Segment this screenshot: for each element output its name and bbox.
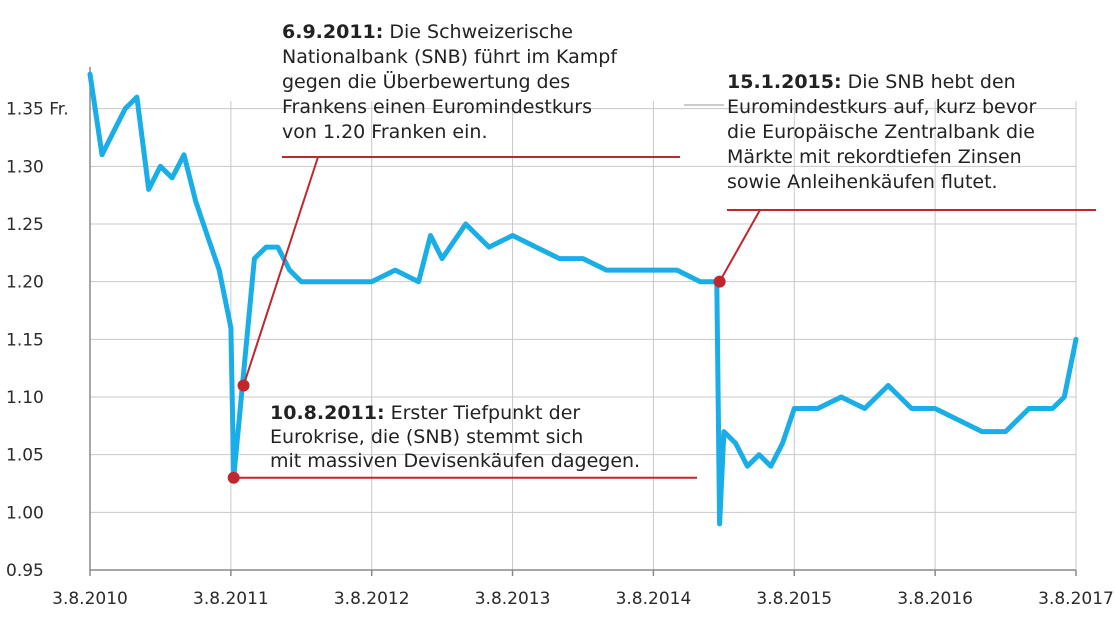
y-tick-label: 1.00	[6, 503, 44, 523]
x-tick-label: 3.8.2017	[1038, 589, 1114, 609]
y-tick-label: 1.15	[6, 330, 44, 350]
y-axis: 1.35 Fr. 1.30 1.25 1.20 1.15 1.10 1.05 1.00 0.95	[6, 100, 69, 581]
annotation-leader	[718, 209, 761, 283]
x-tick-label: 3.8.2010	[52, 589, 128, 609]
annotation-text: von 1.20 Franken ein.	[282, 121, 487, 143]
annotation-date: 6.9.2011:	[282, 21, 383, 43]
annotation-text: Frankens einen Euromindestkurs	[282, 96, 592, 118]
annotation-text: Die SNB hebt den	[842, 71, 1016, 93]
annotation-text: Erster Tiefpunkt der	[385, 402, 581, 424]
annotation-text: Nationalbank (SNB) führt im Kampf	[282, 46, 618, 68]
annotation-text: Die Schweizerische	[383, 21, 573, 43]
annotation-text: die Europäische Zentralbank die	[727, 121, 1035, 143]
annotation-text: Märkte mit rekordtiefen Zinsen	[727, 146, 1022, 168]
x-tick-label: 3.8.2012	[334, 589, 410, 609]
y-tick-label: 1.10	[6, 388, 44, 408]
x-tick-label: 3.8.2016	[897, 589, 973, 609]
annotation-text: Eurokrise, die (SNB) stemmt sich	[270, 426, 583, 448]
annotation-snb-abandon-rate: 15.1.2015: Die SNB hebt den Euromindestk…	[727, 71, 1042, 193]
annotation-text: Euromindestkurs auf, kurz bevor	[727, 96, 1037, 118]
x-tick-label: 3.8.2013	[475, 589, 551, 609]
x-tick-label: 3.8.2011	[193, 589, 269, 609]
y-tick-label: 1.05	[6, 446, 44, 466]
annotation-text: mit massiven Devisenkäufen dagegen.	[270, 450, 640, 472]
annotation-snb-minimum-rate: 6.9.2011: Die Schweizerische Nationalban…	[282, 21, 623, 143]
annotation-text: gegen die Überbewertung des	[282, 70, 570, 93]
y-tick-label: 1.35 Fr.	[6, 100, 69, 120]
x-axis: 3.8.2010 3.8.2011 3.8.2012 3.8.2013 3.8.2014…	[52, 570, 1114, 609]
annotation-date: 15.1.2015:	[727, 71, 842, 93]
y-tick-label: 1.30	[6, 157, 44, 177]
event-marker	[713, 275, 726, 288]
y-tick-label: 0.95	[6, 561, 44, 581]
annotation-text: sowie Anleihenkäufen flutet.	[727, 171, 998, 193]
annotation-date: 10.8.2011:	[270, 402, 385, 424]
y-tick-label: 1.20	[6, 273, 44, 293]
annotation-leader	[242, 156, 319, 386]
exchange-rate-line	[87, 71, 1079, 527]
event-marker	[227, 471, 240, 484]
annotation-connectors	[233, 104, 1096, 479]
annotation-euro-crisis-low: 10.8.2011: Erster Tiefpunkt der Eurokris…	[270, 402, 640, 472]
y-tick-label: 1.25	[6, 215, 44, 235]
grid-lines	[89, 67, 1077, 571]
event-marker	[237, 379, 250, 392]
x-tick-label: 3.8.2015	[756, 589, 832, 609]
event-markers	[227, 275, 726, 484]
x-tick-label: 3.8.2014	[616, 589, 692, 609]
